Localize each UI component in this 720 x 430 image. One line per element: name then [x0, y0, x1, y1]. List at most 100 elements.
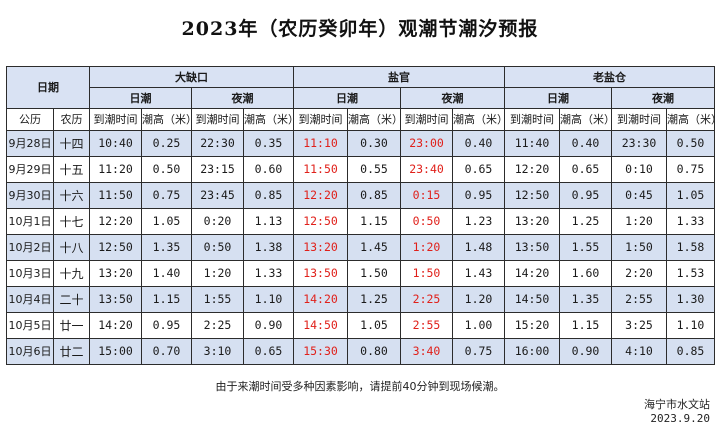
tide-height-cell: 0.75 — [141, 181, 192, 209]
tide-height-cell: 1.15 — [559, 311, 612, 339]
tide-time-cell: 1:20 — [191, 259, 244, 287]
tide-time-cell: 23:30 — [611, 129, 667, 157]
tide-time-cell: 11:50 — [293, 155, 348, 183]
tide-time-cell: 2:25 — [191, 311, 244, 339]
tide-time-cell: 10:40 — [89, 129, 142, 157]
tide-height-cell: 0.55 — [347, 155, 401, 183]
tide-height-cell: 0.65 — [243, 337, 294, 366]
tide-time-cell: 14:20 — [293, 285, 348, 313]
tide-height-cell: 1.30 — [666, 285, 715, 313]
table-row: 10月4日 二十 13:50 1.15 1:55 1.10 14:20 1.25 2:25 1.2… — [6, 285, 715, 313]
tide-height-cell: 0.90 — [243, 311, 294, 339]
station-header-laoyancang: 老盐仓 — [504, 66, 715, 88]
lunar-date-cell: 十七 — [53, 207, 90, 235]
gregorian-date-cell: 10月4日 — [6, 285, 54, 313]
gregorian-date-cell: 10月2日 — [6, 233, 54, 261]
tide-time-cell: 1:55 — [191, 285, 244, 313]
gregorian-date-cell: 10月3日 — [6, 259, 54, 287]
tide-time-cell: 11:10 — [293, 129, 348, 157]
lunar-date-cell: 廿一 — [53, 311, 90, 339]
tide-height-cell: 1.05 — [347, 311, 401, 339]
tide-height-cell: 0.50 — [141, 155, 192, 183]
tide-time-cell: 1:20 — [611, 207, 667, 235]
gregorian-date-cell: 10月5日 — [6, 311, 54, 339]
night-tide-header: 夜潮 — [191, 86, 294, 109]
tide-height-cell: 1.60 — [559, 259, 612, 287]
tide-time-cell: 12:50 — [293, 207, 348, 235]
tide-height-cell: 1.15 — [141, 285, 192, 313]
night-tide-header: 夜潮 — [611, 86, 715, 109]
page-title: 2023年（农历癸卯年）观潮节潮汐预报 — [181, 18, 539, 40]
tide-time-cell: 13:20 — [504, 207, 560, 235]
tide-height-cell: 1.15 — [347, 207, 401, 235]
gregorian-date-cell: 10月1日 — [6, 207, 54, 235]
tide-height-cell: 1.23 — [452, 207, 505, 235]
tide-height-cell: 0.70 — [141, 337, 192, 366]
tide-height-cell: 1.20 — [452, 285, 505, 313]
table-row: 9月28日 十四 10:40 0.25 22:30 0.35 11:10 0.30 23:00 0… — [6, 129, 715, 157]
issue-date: 2023.9.20 — [650, 412, 710, 425]
tide-time-cell: 12:20 — [89, 207, 142, 235]
tide-time-cell: 11:20 — [89, 155, 142, 183]
tide-time-cell: 14:20 — [89, 311, 142, 339]
tide-time-cell: 0:15 — [400, 181, 453, 209]
tide-time-cell: 1:50 — [611, 233, 667, 261]
lunar-date-cell: 十六 — [53, 181, 90, 209]
tide-height-cell: 0.65 — [559, 155, 612, 183]
tide-height-header: 潮高（米） — [559, 107, 612, 131]
gregorian-date-cell: 10月6日 — [6, 337, 54, 366]
tide-height-cell: 0.25 — [141, 129, 192, 157]
tide-height-header: 潮高（米） — [141, 107, 192, 131]
table-row: 10月5日 廿一 14:20 0.95 2:25 0.90 14:50 1.05 2:55 1.0… — [6, 311, 715, 339]
arrival-time-header: 到潮时间 — [504, 107, 560, 131]
tide-height-cell: 0.95 — [452, 181, 505, 209]
tide-height-cell: 1.13 — [243, 207, 294, 235]
tide-height-cell: 0.60 — [243, 155, 294, 183]
tide-height-cell: 1.25 — [347, 285, 401, 313]
tide-height-header: 潮高（米） — [243, 107, 294, 131]
arrival-time-header: 到潮时间 — [89, 107, 142, 131]
gregorian-header: 公历 — [6, 107, 54, 131]
tide-height-cell: 1.25 — [559, 207, 612, 235]
arrival-time-header: 到潮时间 — [191, 107, 244, 131]
station-header-yanguan: 盐官 — [293, 66, 505, 88]
tide-height-cell: 1.35 — [141, 233, 192, 261]
tide-height-cell: 1.33 — [666, 207, 715, 235]
tide-time-cell: 23:15 — [191, 155, 244, 183]
station-header-daquekou: 大缺口 — [89, 66, 294, 88]
tide-height-cell: 1.50 — [347, 259, 401, 287]
tide-height-cell: 0.85 — [347, 181, 401, 209]
tide-time-cell: 4:10 — [611, 337, 667, 366]
arrival-time-header: 到潮时间 — [400, 107, 453, 131]
tide-time-cell: 12:20 — [504, 155, 560, 183]
tide-height-cell: 0.50 — [666, 129, 715, 157]
lunar-date-cell: 十八 — [53, 233, 90, 261]
tide-time-cell: 13:50 — [504, 233, 560, 261]
tide-time-cell: 22:30 — [191, 129, 244, 157]
gregorian-date-cell: 9月30日 — [6, 181, 54, 209]
table-row: 10月3日 十九 13:20 1.40 1:20 1.33 13:50 1.50 1:50 1.4… — [6, 259, 715, 287]
tide-height-cell: 1.45 — [347, 233, 401, 261]
tide-time-cell: 1:50 — [400, 259, 453, 287]
tide-time-cell: 13:50 — [89, 285, 142, 313]
tide-time-cell: 3:25 — [611, 311, 667, 339]
table-row: 10月6日 廿二 15:00 0.70 3:10 0.65 15:30 0.80 3:40 0.7… — [6, 337, 715, 366]
tide-height-cell: 1.33 — [243, 259, 294, 287]
tide-time-cell: 13:20 — [89, 259, 142, 287]
tide-height-cell: 1.55 — [559, 233, 612, 261]
lunar-date-cell: 十五 — [53, 155, 90, 183]
tide-time-cell: 12:50 — [89, 233, 142, 261]
tide-height-cell: 0.65 — [452, 155, 505, 183]
tide-time-cell: 1:20 — [400, 233, 453, 261]
tide-height-cell: 1.35 — [559, 285, 612, 313]
lunar-date-cell: 廿二 — [53, 337, 90, 366]
tide-time-cell: 0:20 — [191, 207, 244, 235]
tide-time-cell: 23:00 — [400, 129, 453, 157]
table-row: 9月30日 十六 11:50 0.75 23:45 0.85 12:20 0.85 0:15 0.… — [6, 181, 715, 209]
tide-time-cell: 2:55 — [400, 311, 453, 339]
tide-height-cell: 0.85 — [243, 181, 294, 209]
tide-forecast-table: 日期 大缺口 盐官 老盐仓 日潮 夜潮 日潮 夜潮 日潮 夜潮 公历 农历 到潮… — [6, 66, 715, 366]
tide-height-header: 潮高（米） — [666, 107, 715, 131]
tide-time-cell: 0:45 — [611, 181, 667, 209]
tide-height-header: 潮高（米） — [347, 107, 401, 131]
